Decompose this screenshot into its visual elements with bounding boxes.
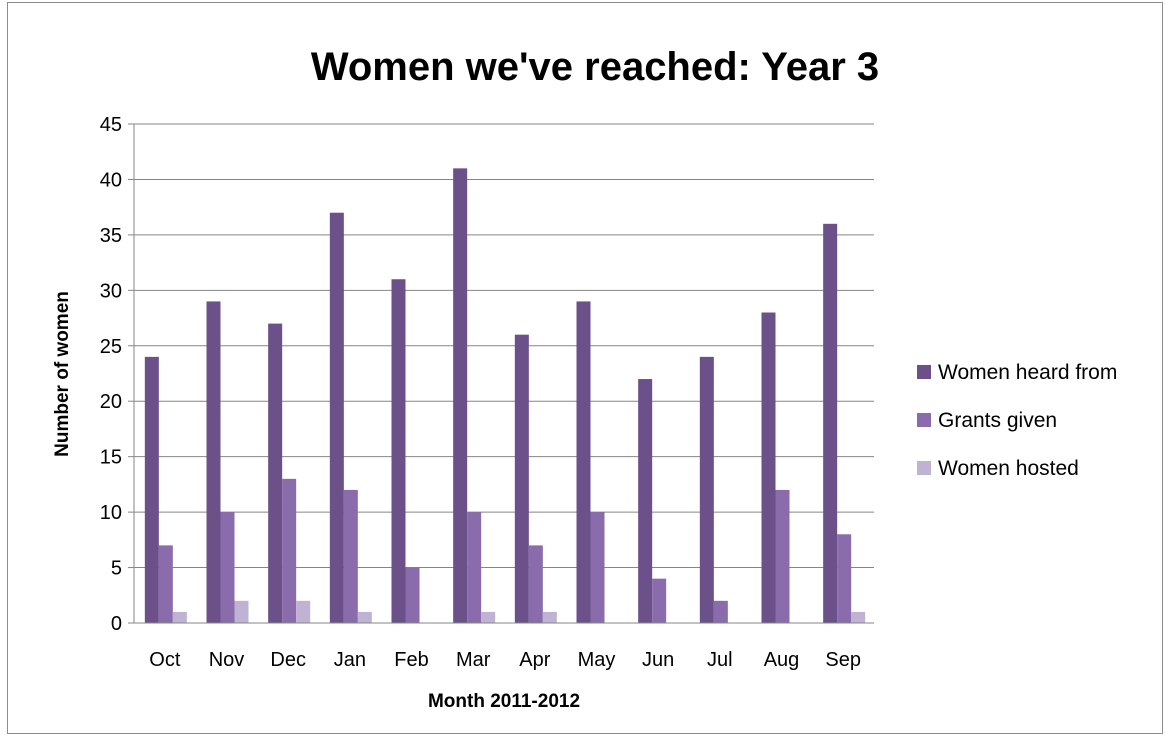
x-tick-label: Dec bbox=[270, 649, 306, 671]
x-tick-label: Jan bbox=[334, 649, 366, 671]
bar bbox=[144, 356, 159, 623]
legend-swatch bbox=[917, 461, 931, 475]
y-axis-ticks: 0 5 10 15 20 25 30 35 40 45 bbox=[100, 114, 134, 635]
legend-label: Women hosted bbox=[938, 457, 1079, 480]
bar bbox=[514, 334, 529, 623]
x-tick-label: Mar bbox=[456, 649, 491, 671]
bar bbox=[467, 512, 482, 623]
y-tick-label: 5 bbox=[111, 558, 122, 580]
y-tick-label: 15 bbox=[100, 447, 122, 469]
x-tick-label: Sep bbox=[825, 649, 861, 671]
legend: Women heard from Grants given Women hosted bbox=[917, 361, 1117, 480]
x-axis-title: Month 2011-2012 bbox=[428, 691, 580, 712]
y-tick-label: 35 bbox=[100, 225, 122, 247]
bar bbox=[528, 545, 543, 623]
bar bbox=[343, 489, 358, 623]
bar bbox=[761, 312, 776, 623]
x-tick-label: Oct bbox=[149, 649, 181, 671]
legend-label: Grants given bbox=[938, 409, 1057, 432]
bar bbox=[329, 212, 344, 623]
bar bbox=[296, 600, 311, 623]
bar bbox=[206, 301, 221, 623]
x-tick-label: Jun bbox=[642, 649, 674, 671]
bar bbox=[172, 611, 187, 623]
x-axis-ticks: Oct Nov Dec Jan Feb Mar Apr May Jun Jul Aug Sep bbox=[149, 649, 861, 671]
bar bbox=[713, 600, 728, 623]
x-tick-label: Nov bbox=[209, 649, 245, 671]
bar bbox=[234, 600, 249, 623]
y-tick-label: 45 bbox=[100, 114, 122, 136]
legend-label: Women heard from bbox=[938, 361, 1117, 384]
x-tick-label: Jul bbox=[707, 649, 733, 671]
y-tick-label: 30 bbox=[100, 280, 122, 302]
y-tick-label: 20 bbox=[100, 391, 122, 413]
bar bbox=[220, 512, 235, 623]
bar bbox=[638, 379, 653, 623]
bar bbox=[590, 512, 605, 623]
bar bbox=[652, 578, 667, 623]
gridlines bbox=[134, 123, 874, 569]
y-tick-label: 25 bbox=[100, 336, 122, 358]
legend-swatch bbox=[917, 365, 931, 379]
y-tick-label: 40 bbox=[100, 169, 122, 191]
bar bbox=[405, 567, 420, 623]
bar bbox=[391, 279, 406, 623]
bar bbox=[542, 611, 557, 623]
x-tick-label: Aug bbox=[764, 649, 800, 671]
bar bbox=[268, 323, 283, 623]
x-tick-label: Feb bbox=[394, 649, 428, 671]
bar bbox=[699, 356, 714, 623]
y-tick-label: 10 bbox=[100, 502, 122, 524]
bar bbox=[158, 545, 173, 623]
bar bbox=[823, 223, 838, 624]
bar bbox=[851, 611, 866, 623]
bars bbox=[144, 168, 866, 624]
x-tick-label: May bbox=[578, 649, 616, 671]
bar bbox=[453, 168, 468, 623]
legend-swatch bbox=[917, 413, 931, 427]
bar bbox=[357, 611, 372, 623]
bar bbox=[481, 611, 496, 623]
x-tick-label: Apr bbox=[519, 649, 550, 671]
bar bbox=[775, 489, 790, 623]
bar bbox=[837, 534, 852, 623]
bar bbox=[282, 478, 297, 623]
y-axis-title: Number of women bbox=[52, 291, 73, 457]
y-tick-label: 0 bbox=[111, 613, 122, 635]
chart-title: Women we've reached: Year 3 bbox=[311, 45, 879, 89]
bar bbox=[576, 301, 591, 623]
